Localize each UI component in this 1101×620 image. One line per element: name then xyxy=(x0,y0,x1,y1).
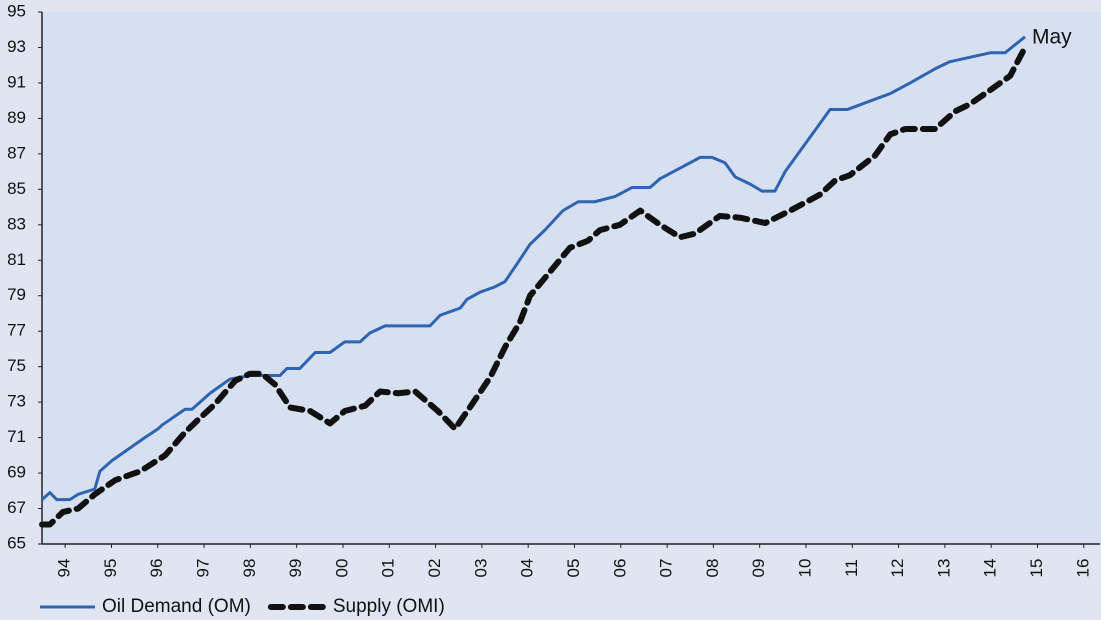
y-tick-label: 95 xyxy=(7,1,26,20)
series-line xyxy=(40,35,1026,502)
x-tick-label: 13 xyxy=(934,559,953,578)
x-tick-label: 03 xyxy=(471,559,490,578)
y-tick-label: 81 xyxy=(7,250,26,269)
y-tick-label: 71 xyxy=(7,427,26,446)
y-tick-label: 73 xyxy=(7,392,26,411)
y-tick-label: 69 xyxy=(7,463,26,482)
legend-label: Supply (OMI) xyxy=(333,596,445,617)
x-tick-label: 07 xyxy=(657,559,676,578)
series-line xyxy=(39,44,1028,528)
plot-area xyxy=(42,12,1101,544)
x-tick-label: 96 xyxy=(147,559,166,578)
y-tick-label: 75 xyxy=(7,356,26,375)
x-tick-label: 04 xyxy=(518,559,537,578)
x-tick-label: 06 xyxy=(610,559,629,578)
y-tick-label: 83 xyxy=(7,214,26,233)
y-tick-label: 65 xyxy=(7,533,26,552)
x-tick-label: 05 xyxy=(564,559,583,578)
x-tick-label: 09 xyxy=(749,559,768,578)
annotation: May xyxy=(1032,26,1072,49)
x-tick-label: 12 xyxy=(888,559,907,578)
x-tick-label: 99 xyxy=(286,559,305,578)
x-tick-label: 15 xyxy=(1027,559,1046,578)
y-tick-label: 91 xyxy=(7,72,26,91)
x-tick-label: 01 xyxy=(379,559,398,578)
y-tick-label: 77 xyxy=(7,321,26,340)
x-tick-label: 14 xyxy=(981,559,1000,578)
x-tick-label: 00 xyxy=(332,559,351,578)
y-tick-label: 87 xyxy=(7,143,26,162)
x-tick-label: 10 xyxy=(795,559,814,578)
x-tick-label: 95 xyxy=(101,559,120,578)
y-tick-label: 79 xyxy=(7,285,26,304)
x-tick-label: 02 xyxy=(425,559,444,578)
x-tick-label: 94 xyxy=(55,559,74,578)
x-tick-label: 08 xyxy=(703,559,722,578)
y-tick-label: 85 xyxy=(7,179,26,198)
x-tick-label: 11 xyxy=(842,559,861,577)
legend-label: Oil Demand (OM) xyxy=(102,596,251,617)
y-tick-label: 67 xyxy=(7,498,26,517)
x-tick-label: 16 xyxy=(1073,559,1092,578)
x-tick-label: 97 xyxy=(194,559,213,578)
x-tick-label: 98 xyxy=(240,559,259,578)
y-tick-label: 93 xyxy=(7,37,26,56)
y-tick-label: 89 xyxy=(7,108,26,127)
